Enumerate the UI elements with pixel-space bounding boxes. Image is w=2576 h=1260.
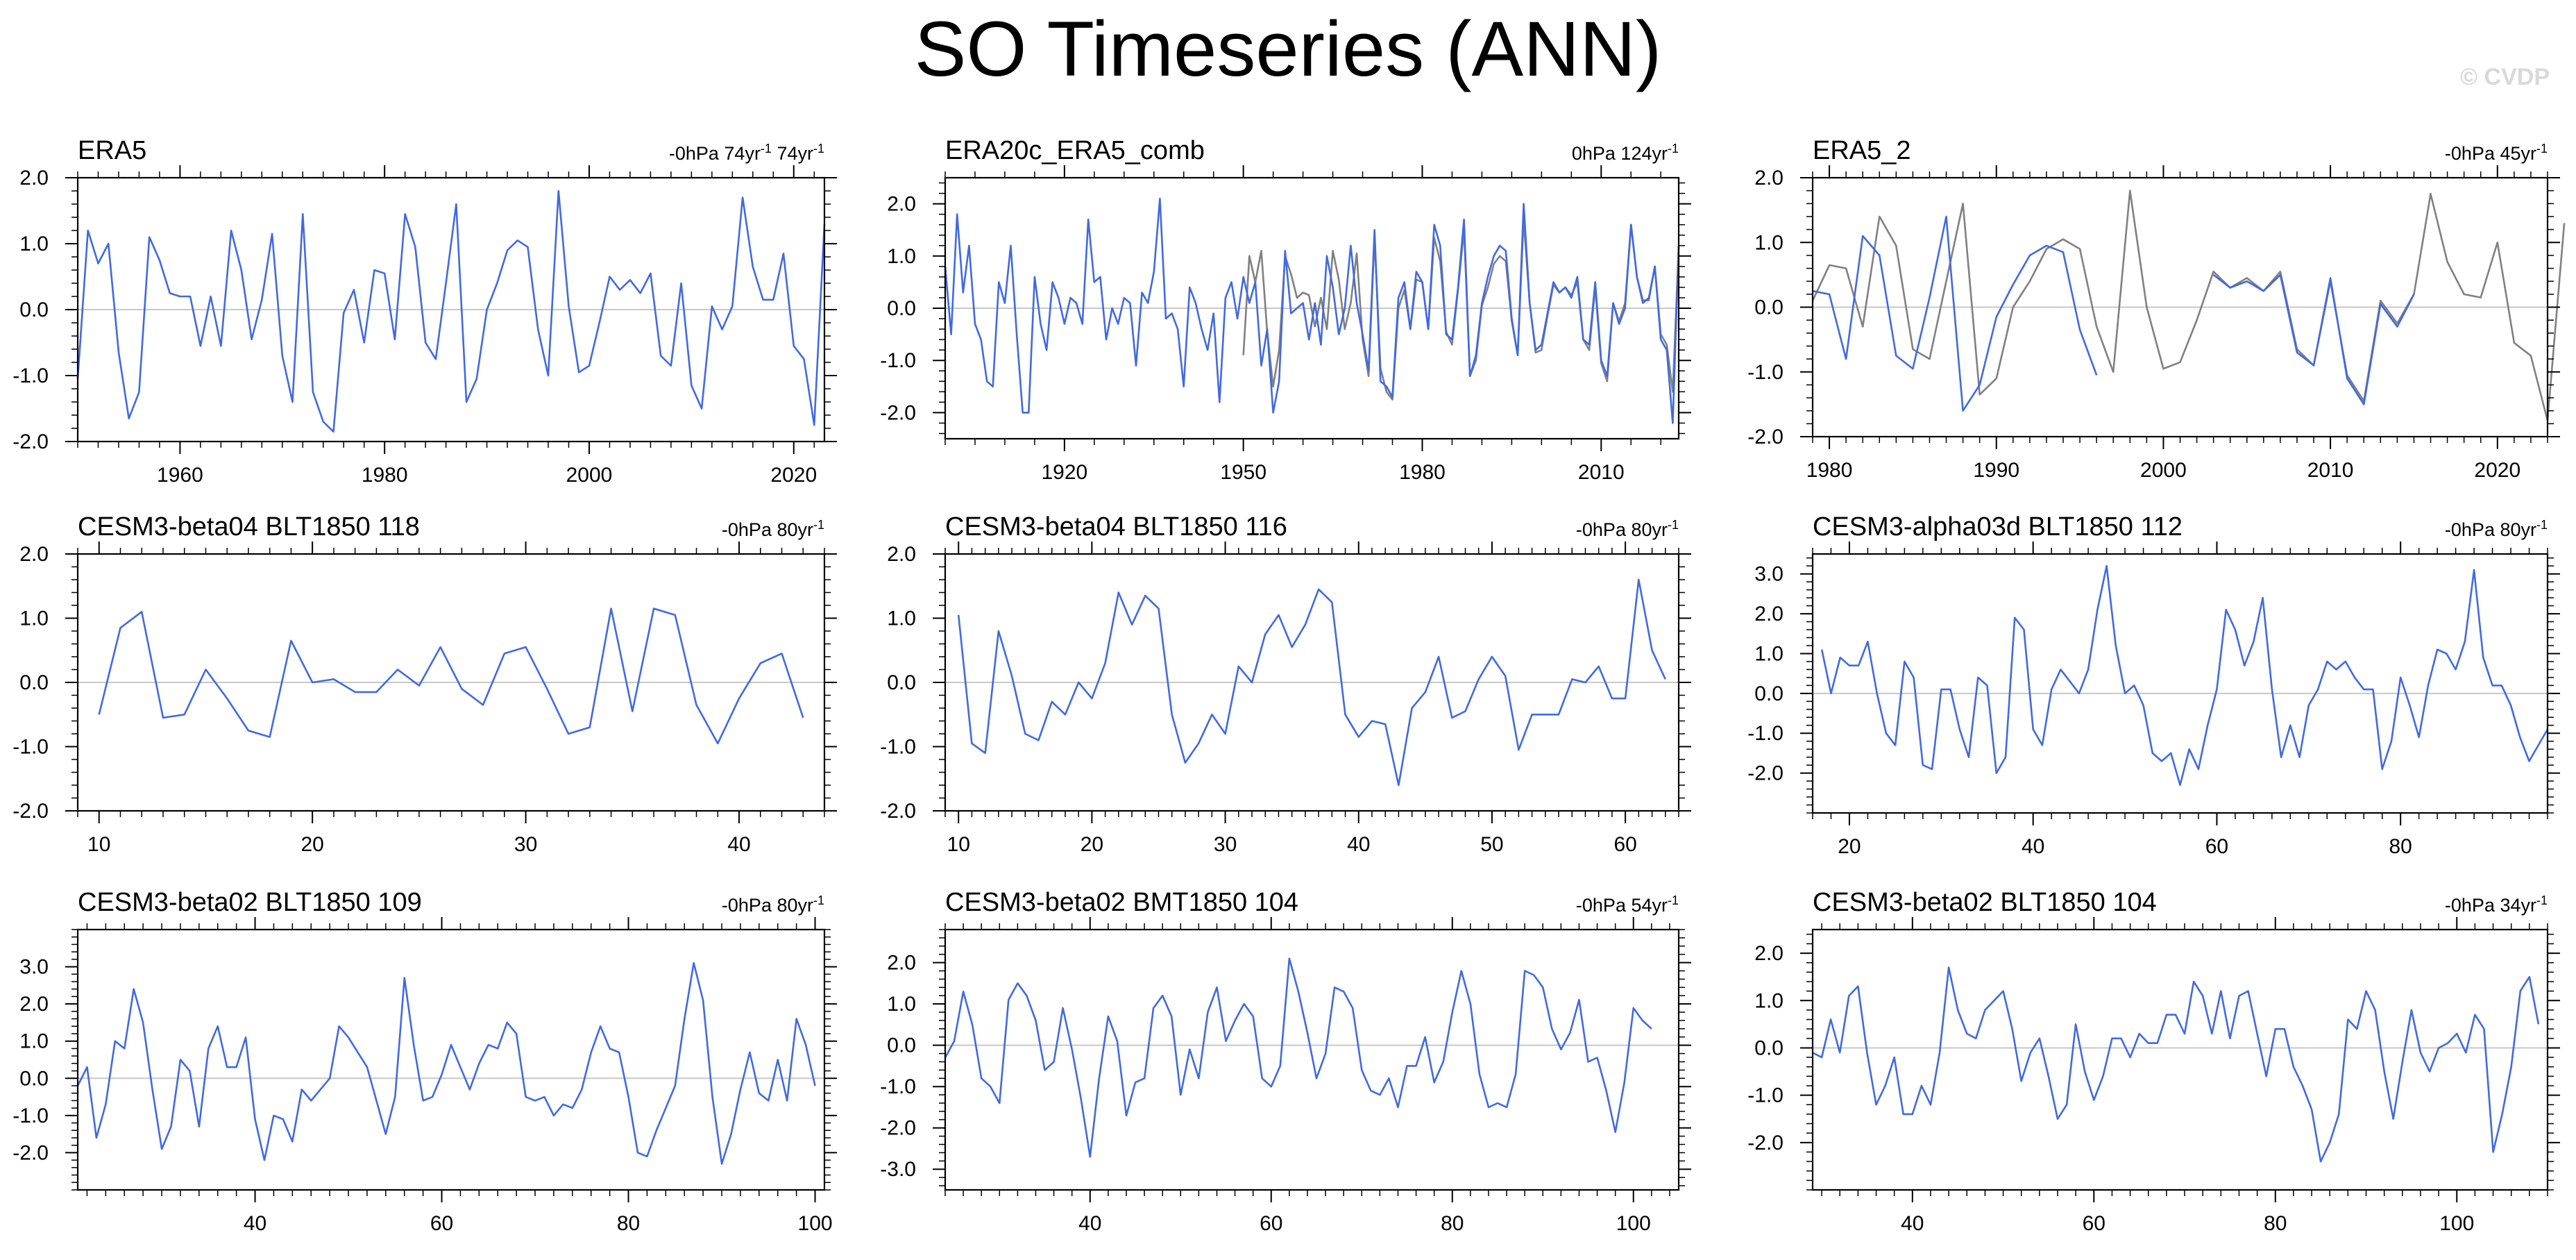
panel-title: ERA5_2: [1813, 136, 1911, 165]
panel-title: ERA20c_ERA5_comb: [945, 136, 1205, 165]
stats-text: -0hPa 80yr: [721, 895, 813, 916]
stats-text: -0hPa 80yr: [721, 519, 813, 540]
panel-stats: -0hPa 80yr-1: [722, 518, 824, 541]
panel-title: CESM3-beta02 BLT1850 104: [1813, 888, 2157, 917]
panel-stats: 0hPa 124yr-1: [1572, 142, 1679, 165]
panel-stats: -0hPa 45yr-1: [2445, 142, 2548, 165]
stats-text: -0hPa 54yr: [1575, 895, 1668, 916]
panel-stats: -0hPa 80yr-1: [722, 893, 824, 916]
stats-sup: -1: [1667, 142, 1679, 156]
panel-title: CESM3-alpha03d BLT1850 112: [1813, 512, 2183, 541]
y-tick-label: -2.0: [1747, 1132, 1783, 1154]
watermark: © CVDP: [2460, 64, 2550, 90]
stats-sup: -1: [813, 893, 824, 907]
panel-title: CESM3-beta04 BLT1850 118: [78, 512, 420, 541]
y-tick-label: 2.0: [1754, 942, 1783, 965]
panel-title: CESM3-beta02 BMT1850 104: [945, 888, 1299, 917]
y-tick-label: 1.0: [1754, 989, 1783, 1012]
x-tick-label: 60: [2083, 1212, 2105, 1235]
stats-text: -0hPa 80yr: [1575, 519, 1668, 540]
panel-stats: -0hPa 34yr-1: [2445, 893, 2548, 916]
x-tick-label: 100: [2439, 1212, 2474, 1235]
stats-sup: -1: [2536, 142, 2548, 156]
stats-text: 0hPa 124yr: [1571, 143, 1668, 164]
plot-frame: [1811, 928, 2549, 1191]
stats-text: -0hPa 45yr: [2444, 143, 2536, 164]
stats-sup: -1: [2536, 893, 2548, 907]
stats-text: 74yr: [771, 143, 813, 164]
y-tick-label: 0.0: [1754, 1036, 1783, 1059]
stats-text: -0hPa 34yr: [2444, 895, 2536, 916]
stats-sup: -1: [2536, 518, 2548, 532]
panel-stats: -0hPa 54yr-1: [1576, 893, 1679, 916]
series-line: [1812, 966, 2540, 1163]
panel-stats: -0hPa 80yr-1: [1576, 518, 1679, 541]
y-tick-label: -1.0: [1747, 1084, 1783, 1107]
page-title: SO Timeseries (ANN): [914, 6, 1662, 92]
panel-stats: -0hPa 74yr-1 74yr-1: [669, 142, 824, 165]
x-tick-label: 80: [2264, 1212, 2287, 1235]
stats-text: -0hPa 74yr: [668, 143, 761, 164]
panel-title: CESM3-beta02 BLT1850 109: [78, 888, 422, 917]
panel-title: ERA5: [78, 136, 147, 165]
stats-text: -0hPa 80yr: [2444, 519, 2536, 540]
panel-title: CESM3-beta04 BLT1850 116: [945, 512, 1287, 541]
stats-sup: -1: [813, 518, 824, 532]
stats-sup: -1: [760, 142, 772, 156]
panel-stats: -0hPa 80yr-1: [2445, 518, 2548, 541]
stats-sup: -1: [1667, 893, 1679, 907]
stats-sup: -1: [813, 142, 824, 156]
stats-sup: -1: [1667, 518, 1679, 532]
x-tick-label: 40: [1901, 1212, 1924, 1235]
